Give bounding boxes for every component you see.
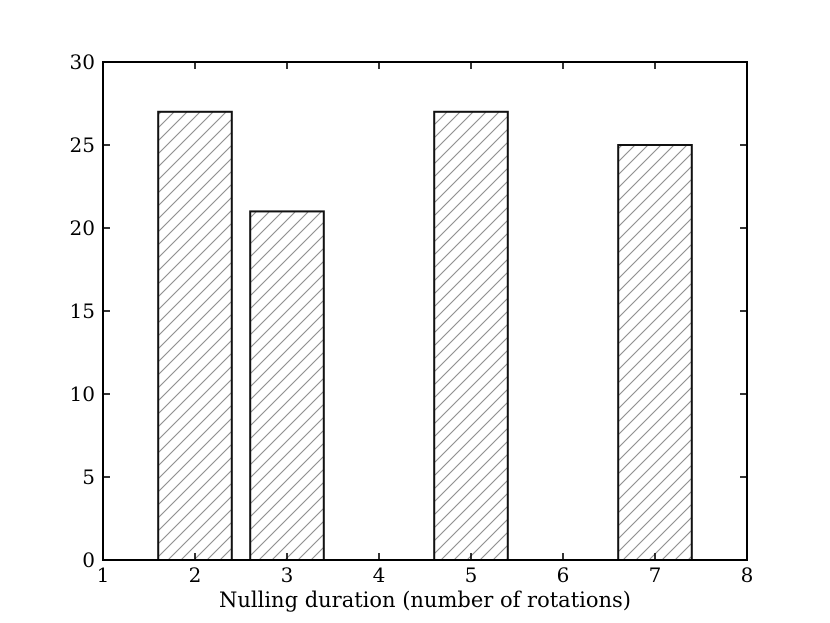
y-tick-label: 20 [70,216,95,240]
y-tick-label: 5 [82,465,95,489]
x-axis-label: Nulling duration (number of rotations) [219,588,631,612]
bar [249,210,325,561]
x-tick-label: 5 [465,563,478,587]
bar [157,110,233,562]
x-tick-label: 2 [189,563,202,587]
x-tick-label: 1 [97,563,110,587]
x-tick-label: 7 [649,563,662,587]
axes-group: 1 2 3 4 5 6 7 8 0 5 10 15 20 25 30 [70,50,754,587]
y-tick-label: 10 [70,382,95,406]
y-tick-label: 30 [70,50,95,74]
y-tick-label: 15 [70,299,95,323]
y-tick-label: 0 [82,548,95,572]
x-tick-label: 8 [741,563,754,587]
bar [617,144,693,561]
bars-group [157,110,693,562]
x-tick-label: 6 [557,563,570,587]
y-tick-label: 25 [70,133,95,157]
bar [433,110,509,562]
x-tick-label: 3 [281,563,294,587]
x-tick-label: 4 [373,563,386,587]
